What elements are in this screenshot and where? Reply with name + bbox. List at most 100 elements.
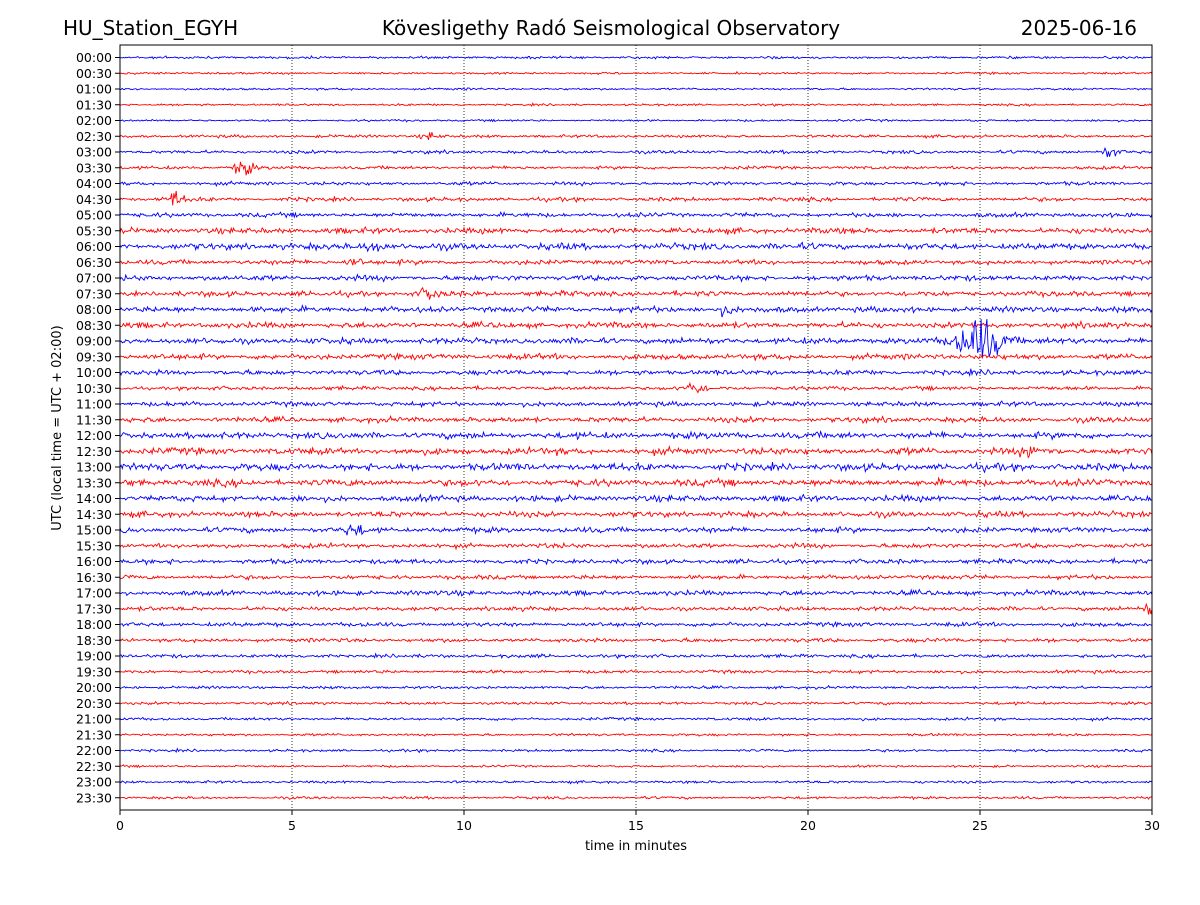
- y-tick-label: 04:00: [76, 176, 112, 191]
- trace-1500: [119, 524, 1152, 537]
- y-tick-label: 06:30: [76, 255, 112, 270]
- trace-1930: [119, 669, 1153, 675]
- y-tick-label: 18:00: [76, 617, 112, 632]
- trace-1030: [119, 381, 1153, 394]
- trace-1830: [119, 637, 1153, 644]
- x-tick-label: 5: [288, 818, 296, 833]
- y-tick-label: 12:00: [76, 428, 112, 443]
- trace-2030: [119, 700, 1153, 706]
- trace-1230: [119, 444, 1153, 459]
- y-tick-label: 07:00: [76, 271, 112, 286]
- y-tick-label: 01:30: [76, 97, 112, 112]
- y-tick-label: 01:00: [76, 82, 112, 97]
- y-tick-label: 21:30: [76, 727, 112, 742]
- trace-0500: [119, 211, 1153, 219]
- trace-0100: [119, 87, 1153, 92]
- y-tick-label: 18:30: [76, 633, 112, 648]
- trace-0700: [119, 273, 1153, 283]
- y-tick-label: 00:30: [76, 66, 112, 81]
- trace-1300: [119, 461, 1153, 474]
- trace-0400: [120, 180, 1153, 188]
- trace-1800: [119, 620, 1153, 628]
- trace-2000: [119, 684, 1153, 691]
- trace-1700: [120, 588, 1153, 598]
- y-tick-label: 23:00: [76, 775, 112, 790]
- y-tick-label: 22:00: [76, 743, 112, 758]
- trace-1100: [119, 400, 1153, 409]
- y-tick-label: 02:00: [76, 113, 112, 128]
- trace-0930: [119, 351, 1153, 362]
- y-tick-label: 10:30: [76, 381, 112, 396]
- y-tick-label: 19:00: [76, 649, 112, 664]
- y-tick-label: 05:00: [76, 208, 112, 223]
- trace-1630: [119, 573, 1153, 581]
- trace-1200: [119, 429, 1153, 441]
- trace-0300: [119, 146, 1153, 158]
- y-tick-label: 15:30: [76, 538, 112, 553]
- y-tick-label: 05:30: [76, 223, 112, 238]
- y-tick-label: 08:30: [76, 318, 112, 333]
- y-tick-label: 17:30: [76, 601, 112, 616]
- plot-frame: [119, 44, 1153, 811]
- trace-0230: [119, 132, 1153, 141]
- trace-0730: [119, 286, 1153, 300]
- y-tick-label: 09:30: [76, 349, 112, 364]
- y-tick-label: 20:30: [76, 696, 112, 711]
- y-tick-label: 00:00: [76, 50, 112, 65]
- trace-0000: [119, 54, 1153, 60]
- y-tick-label: 16:30: [76, 570, 112, 585]
- trace-0600: [119, 241, 1153, 253]
- x-tick-label: 10: [456, 818, 472, 833]
- trace-1330: [119, 476, 1153, 489]
- chart-title: Kövesligethy Radó Seismological Observat…: [382, 16, 840, 40]
- y-tick-label: 14:00: [76, 491, 112, 506]
- y-tick-label: 08:00: [76, 302, 112, 317]
- trace-1130: [119, 414, 1152, 425]
- trace-0030: [119, 70, 1153, 76]
- trace-2230: [119, 764, 1153, 769]
- y-tick-label: 15:00: [76, 523, 112, 538]
- x-tick-label: 0: [116, 818, 124, 833]
- x-tick-label: 25: [972, 818, 988, 833]
- y-tick-label: 02:30: [76, 129, 112, 144]
- trace-1730: [119, 602, 1153, 615]
- y-tick-label: 17:00: [76, 586, 112, 601]
- chart-date: 2025-06-16: [1021, 16, 1137, 40]
- x-tick-label: 30: [1144, 818, 1160, 833]
- trace-1530: [119, 541, 1153, 551]
- station-name: HU_Station_EGYH: [63, 16, 238, 40]
- trace-1400: [119, 493, 1153, 504]
- y-tick-label: 11:00: [76, 397, 112, 412]
- trace-0630: [119, 258, 1153, 267]
- y-axis-ticks: 00:0000:3001:0001:3002:0002:3003:0003:30…: [76, 50, 120, 805]
- trace-0330: [119, 161, 1153, 176]
- trace-2330: [119, 795, 1153, 801]
- y-tick-label: 07:30: [76, 286, 112, 301]
- y-axis-label: UTC (local time = UTC + 02:00): [50, 325, 65, 530]
- trace-0130: [119, 102, 1153, 108]
- y-tick-label: 09:00: [76, 334, 112, 349]
- trace-0530: [119, 226, 1153, 235]
- y-tick-label: 13:30: [76, 475, 112, 490]
- trace-1900: [119, 652, 1153, 660]
- y-tick-label: 13:00: [76, 460, 112, 475]
- y-tick-label: 03:00: [76, 145, 112, 160]
- y-tick-label: 21:00: [76, 712, 112, 727]
- x-tick-label: 15: [628, 818, 644, 833]
- y-tick-label: 12:30: [76, 444, 112, 459]
- y-tick-label: 10:00: [76, 365, 112, 380]
- x-axis-ticks: 0 5 10 15 20 25 30: [116, 810, 1160, 833]
- trace-1600: [119, 556, 1153, 566]
- trace-2300: [119, 779, 1153, 785]
- y-tick-label: 11:30: [76, 412, 112, 427]
- trace-2200: [119, 747, 1153, 754]
- x-axis-label: time in minutes: [585, 839, 687, 854]
- y-tick-label: 03:30: [76, 160, 112, 175]
- y-tick-label: 04:30: [76, 192, 112, 207]
- y-tick-label: 19:30: [76, 664, 112, 679]
- trace-0200: [119, 118, 1153, 123]
- seismogram-traces: [119, 54, 1153, 801]
- y-tick-label: 14:30: [76, 507, 112, 522]
- y-tick-label: 06:00: [76, 239, 112, 254]
